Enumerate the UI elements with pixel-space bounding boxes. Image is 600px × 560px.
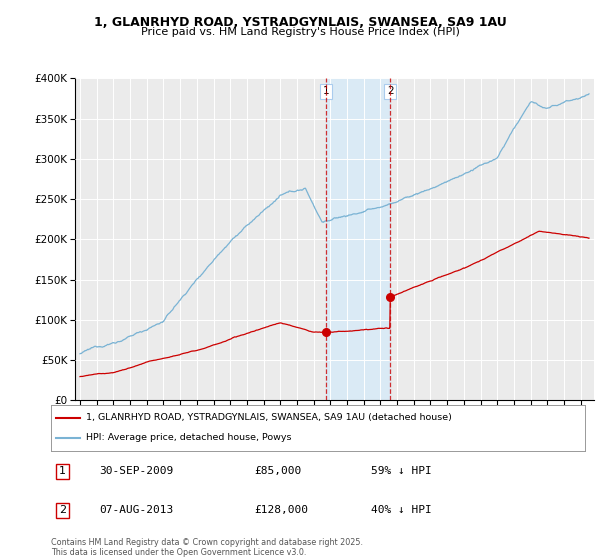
- Text: 2: 2: [387, 86, 394, 96]
- Text: £128,000: £128,000: [254, 506, 308, 515]
- Text: 1, GLANRHYD ROAD, YSTRADGYNLAIS, SWANSEA, SA9 1AU: 1, GLANRHYD ROAD, YSTRADGYNLAIS, SWANSEA…: [94, 16, 506, 29]
- Text: 30-SEP-2009: 30-SEP-2009: [99, 466, 173, 477]
- Text: 1: 1: [323, 86, 329, 96]
- Bar: [326, 78, 390, 400]
- Text: HPI: Average price, detached house, Powys: HPI: Average price, detached house, Powy…: [86, 433, 291, 442]
- Text: 40% ↓ HPI: 40% ↓ HPI: [371, 506, 432, 515]
- Text: 59% ↓ HPI: 59% ↓ HPI: [371, 466, 432, 477]
- Text: Contains HM Land Registry data © Crown copyright and database right 2025.
This d: Contains HM Land Registry data © Crown c…: [51, 538, 363, 557]
- Text: 1: 1: [59, 466, 66, 477]
- Text: 1, GLANRHYD ROAD, YSTRADGYNLAIS, SWANSEA, SA9 1AU (detached house): 1, GLANRHYD ROAD, YSTRADGYNLAIS, SWANSEA…: [86, 413, 452, 422]
- Text: 2: 2: [59, 506, 66, 515]
- Text: £85,000: £85,000: [254, 466, 301, 477]
- Text: 07-AUG-2013: 07-AUG-2013: [99, 506, 173, 515]
- Text: Price paid vs. HM Land Registry's House Price Index (HPI): Price paid vs. HM Land Registry's House …: [140, 27, 460, 37]
